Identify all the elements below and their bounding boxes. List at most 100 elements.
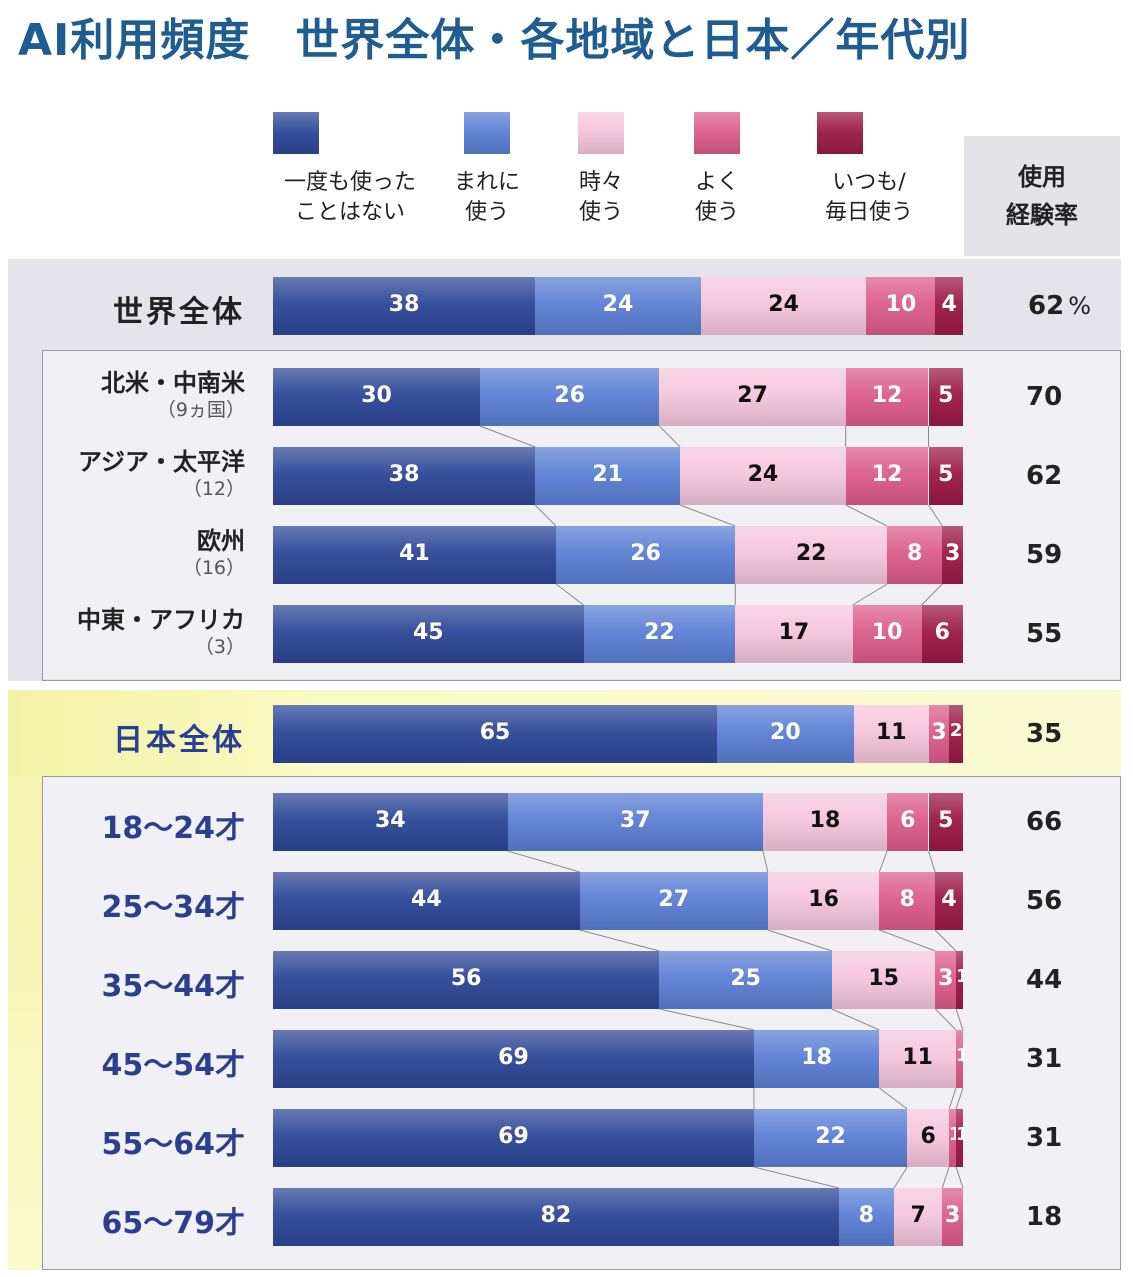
bar-label-rarely: 37 <box>619 808 651 833</box>
usage-rate-unit: % <box>1068 292 1091 320</box>
bar-label-rarely: 18 <box>801 1045 832 1070</box>
bar-label-sometimes: 17 <box>778 620 810 645</box>
bar-segment-never <box>273 793 508 851</box>
bar-segment-often <box>852 605 922 663</box>
usage-rate-value: 44 <box>1026 965 1133 995</box>
connector-line <box>934 929 957 952</box>
legend-label-sometimes: 時々 使う <box>511 168 691 228</box>
legend-label-always: いつも/毎日使う <box>779 168 959 228</box>
bar-label-never: 69 <box>498 1124 529 1149</box>
bar-segment-often <box>879 872 936 930</box>
bar-segment-never <box>273 605 584 663</box>
row-label-main: 25～34才 <box>101 890 246 925</box>
bar-segment-never <box>273 872 580 930</box>
usage-rate-value: 56 <box>1026 886 1133 916</box>
bar-segment-never <box>273 1030 754 1088</box>
bar-segment-never <box>273 277 536 335</box>
bar-label-rarely: 27 <box>658 887 690 912</box>
row-label-sub: （9ヵ国） <box>156 399 245 421</box>
usage-rate-value: 62% <box>1028 291 1133 321</box>
bar-label-never: 41 <box>399 541 430 566</box>
bar-label-sometimes: 27 <box>737 383 768 408</box>
usage-rate-header-line1: 使用 <box>1018 163 1066 191</box>
bar-segment-often <box>845 447 929 505</box>
row-label-sub: （12） <box>182 478 245 500</box>
bar-label-often: 12 <box>871 383 903 408</box>
bar-segment-never <box>273 705 718 763</box>
bar-segment-often <box>949 1109 957 1167</box>
bar-label-always: 3 <box>944 541 961 566</box>
legend-label-line: ことはない <box>294 200 405 225</box>
bar-segment-sometimes <box>907 1109 950 1167</box>
bar-segment-rarely <box>753 1030 880 1088</box>
bar-label-rarely: 26 <box>554 383 585 408</box>
usage-rate-number: 31 <box>1026 1123 1063 1153</box>
row-label: 65～79才 <box>20 1198 246 1242</box>
usage-rate-value: 35 <box>1026 719 1133 749</box>
connector-line <box>921 583 943 606</box>
row-label-main: 北米・中南米 <box>101 369 245 397</box>
bar-label-always: 5 <box>938 462 954 487</box>
bar-label-often: 3 <box>944 1203 961 1228</box>
bar-label-rarely: 21 <box>592 462 623 487</box>
connector-line <box>753 1166 839 1189</box>
bar-segment-rarely <box>753 1109 908 1167</box>
bar-label-rarely: 26 <box>630 541 661 566</box>
usage-rate-header: 使用 経験率 <box>964 136 1120 256</box>
bar-label-often: 6 <box>900 808 916 833</box>
row-label-main: 世界全体 <box>113 295 245 330</box>
bar-label-often: 1 <box>956 1045 965 1066</box>
bar-segment-always <box>956 951 963 1009</box>
bar-label-never: 45 <box>412 620 444 645</box>
legend-label-line: 一度も使った <box>283 170 416 195</box>
bar-segment-never <box>273 951 660 1009</box>
row-label: 18～24才 <box>20 803 246 847</box>
bar-segment-always <box>949 705 963 763</box>
connector-line <box>845 504 888 527</box>
row-label: 北米・中南米 （9ヵ国） <box>20 363 245 422</box>
bar-segment-sometimes <box>700 277 867 335</box>
connector-line <box>831 1008 880 1031</box>
bar-segment-always <box>935 872 963 930</box>
bar-label-sometimes: 22 <box>795 541 827 566</box>
bar-segment-sometimes <box>659 368 846 426</box>
legend-label-line: よく <box>694 170 739 195</box>
bar-label-often: 3 <box>938 966 954 991</box>
row-label: 25～34才 <box>20 882 246 926</box>
bar-segment-sometimes <box>879 1030 957 1088</box>
usage-rate-header-line2: 経験率 <box>1006 201 1078 229</box>
bar-label-never: 56 <box>450 966 482 991</box>
row-label-main: 45～54才 <box>101 1048 246 1083</box>
connector-line <box>762 850 769 873</box>
regions-panel-border <box>42 350 1121 681</box>
legend-swatch-often <box>694 112 740 154</box>
row-label-main: 18～24才 <box>101 811 246 846</box>
bar-segment-never <box>273 526 556 584</box>
bar-label-never: 34 <box>374 808 406 833</box>
bar-segment-rarely <box>480 368 660 426</box>
bar-segment-rarely <box>579 872 768 930</box>
bar-label-sometimes: 15 <box>868 966 899 991</box>
bar-segment-always <box>942 526 963 584</box>
usage-rate-number: 31 <box>1026 1044 1063 1074</box>
connector-line <box>955 1166 964 1189</box>
row-label: 35～44才 <box>20 961 246 1005</box>
bar-segment-often <box>866 277 936 335</box>
bar-label-often: 10 <box>871 620 903 645</box>
row-label: 欧州 （16） <box>20 521 245 580</box>
connector-line <box>955 1087 964 1110</box>
bar-segment-always <box>928 368 963 426</box>
row-label-main: 欧州 <box>197 527 245 555</box>
connector-line <box>879 929 936 952</box>
bar-segment-never <box>273 368 480 426</box>
usage-rate-number: 70 <box>1026 382 1063 412</box>
bar-label-always: 2 <box>949 720 963 741</box>
row-label-main: アジア・太平洋 <box>77 448 245 476</box>
bar-label-rarely: 22 <box>815 1124 846 1149</box>
connector-line <box>507 850 580 873</box>
bar-segment-often <box>935 951 957 1009</box>
bar-segment-always <box>928 793 963 851</box>
usage-rate-value: 31 <box>1026 1123 1133 1153</box>
bar-segment-always <box>921 605 963 663</box>
